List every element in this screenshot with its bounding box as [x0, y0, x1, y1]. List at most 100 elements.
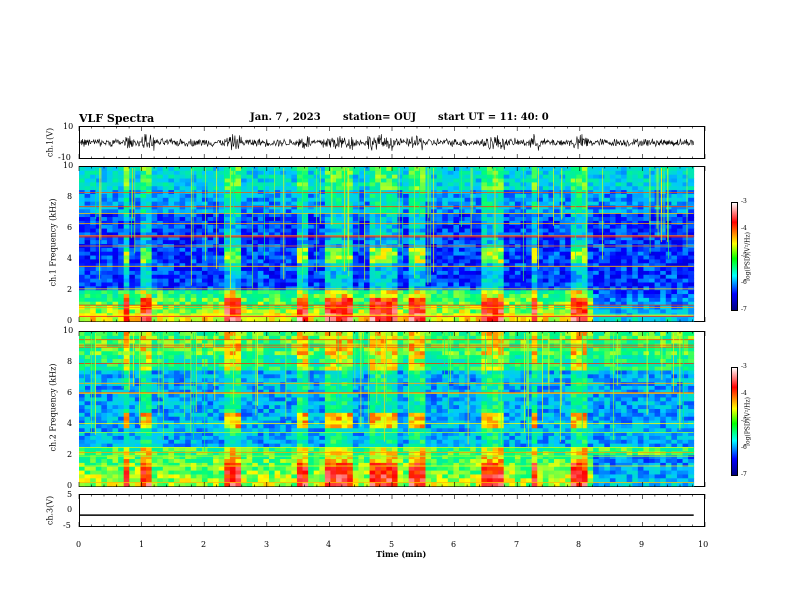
- spectrogram-cell-ch1: [336, 197, 343, 203]
- spectrogram-cell-ch1: [324, 209, 331, 214]
- spectrogram-cell-ch1: [246, 251, 253, 256]
- spectrogram-cell-ch1: [397, 297, 404, 303]
- spectrogram-cell-ch1: [241, 186, 248, 191]
- spectrogram-cell-ch1: [241, 232, 248, 237]
- spectrogram-cell-ch1: [414, 174, 421, 179]
- spectrogram-cell-ch1: [414, 167, 421, 172]
- spectrogram-cell-ch1: [526, 193, 533, 199]
- spectrogram-cell-ch1: [174, 182, 180, 187]
- spectrogram-cell-ch1: [213, 236, 220, 241]
- spectrogram-cell-ch1: [308, 217, 315, 222]
- spectrogram-cell-ch1: [352, 201, 359, 206]
- spectrogram-cell-ch1: [492, 224, 499, 229]
- spectrogram-cell-ch1: [581, 186, 588, 191]
- spectrogram-cell-ch1: [179, 240, 186, 245]
- spectrogram-cell-ch1: [598, 201, 605, 206]
- spectrogram-cell-ch1: [436, 170, 443, 176]
- spectrogram-cell-ch2: [146, 451, 153, 456]
- spectrogram-cell-ch1: [598, 170, 605, 176]
- spectrogram-cell-ch2: [79, 366, 85, 371]
- spectrogram-cell-ch1: [615, 290, 622, 295]
- spectrogram-cell-ch1: [542, 259, 549, 264]
- spectrogram-cell-ch1: [146, 274, 153, 280]
- spectrogram-cell-ch2: [95, 382, 102, 387]
- spectrogram-cell-ch1: [615, 213, 622, 218]
- spectrogram-cell-ch1: [688, 236, 695, 241]
- spectrogram-cell-ch1: [179, 182, 186, 187]
- spectrogram-cell-ch2: [123, 428, 130, 433]
- spectrogram-cell-ch2: [134, 382, 141, 387]
- spectrogram-cell-ch1: [263, 290, 270, 295]
- spectrogram-cell-ch1: [447, 274, 454, 280]
- spectrogram-cell-ch1: [492, 197, 499, 203]
- spectrogram-cell-ch2: [90, 424, 97, 429]
- spectrogram-cell-ch2: [134, 439, 141, 445]
- spectrogram-cell-ch2: [84, 382, 91, 387]
- spectrogram-cell-ch1: [671, 240, 678, 245]
- spectrogram-cell-ch1: [470, 278, 477, 283]
- spectrogram-cell-ch1: [101, 317, 108, 322]
- spectrogram-cell-ch1: [397, 232, 404, 237]
- spectrogram-cell-ch1: [269, 178, 275, 183]
- spectrogram-cell-ch1: [498, 263, 505, 268]
- spectrogram-cell-ch1: [291, 178, 298, 183]
- spectrogram-cell-ch2: [112, 455, 119, 460]
- spectrogram-cell-ch1: [241, 167, 248, 172]
- spectrogram-cell-ch1: [151, 294, 158, 299]
- spectrogram-cell-ch1: [436, 197, 443, 203]
- spectrogram-cell-ch1: [475, 270, 482, 276]
- spectrogram-cell-ch2: [140, 351, 147, 356]
- spectrogram-cell-ch1: [464, 263, 471, 268]
- spectrogram-cell-ch1: [269, 286, 275, 291]
- spectrogram-cell-ch1: [140, 297, 147, 303]
- spectrogram-cell-ch1: [347, 255, 354, 260]
- spectrogram-cell-ch2: [118, 393, 125, 398]
- spectrogram-cell-ch1: [581, 178, 588, 183]
- spectrogram-cell-ch2: [84, 409, 91, 414]
- spectrogram-cell-ch1: [352, 167, 359, 172]
- spectrogram-cell-ch1: [308, 205, 315, 210]
- spectrogram-cell-ch1: [526, 232, 533, 237]
- spectrogram-cell-ch1: [246, 259, 253, 264]
- spectrogram-cell-ch1: [676, 228, 683, 233]
- spectrogram-cell-ch1: [688, 267, 695, 272]
- spectrogram-cell-ch1: [380, 236, 387, 241]
- spectrogram-cell-ch1: [676, 247, 683, 253]
- spectrogram-cell-ch1: [576, 228, 583, 233]
- spectrogram-cell-ch1: [79, 247, 85, 253]
- spectrogram-cell-ch1: [90, 236, 97, 241]
- spectrogram-cell-ch1: [207, 317, 214, 322]
- spectrogram-cell-ch1: [442, 178, 449, 183]
- spectrogram-cell-ch1: [375, 167, 382, 172]
- spectrogram-cell-ch2: [95, 428, 102, 433]
- spectrogram-cell-ch1: [498, 205, 505, 210]
- spectrogram-cell-ch1: [285, 259, 292, 264]
- spectrogram-cell-ch1: [140, 224, 147, 229]
- spectrogram-cell-ch2: [140, 459, 147, 464]
- spectrogram-cell-ch1: [257, 290, 264, 295]
- spectrogram-cell-ch1: [649, 301, 656, 306]
- spectrogram-cell-ch1: [274, 282, 281, 287]
- spectrogram-cell-ch1: [140, 167, 147, 172]
- spectrogram-cell-ch1: [140, 267, 147, 272]
- spectrogram-cell-ch1: [509, 301, 516, 306]
- spectrogram-cell-ch1: [431, 255, 438, 260]
- spectrogram-cell-ch1: [576, 267, 583, 272]
- spectrogram-cell-ch1: [570, 217, 577, 222]
- spectrogram-cell-ch2: [118, 412, 125, 418]
- spectrogram-cell-ch1: [252, 240, 259, 245]
- spectrogram-cell-ch1: [593, 267, 600, 272]
- spectrogram-cell-ch2: [129, 355, 136, 360]
- spectrogram-cell-ch2: [101, 393, 108, 398]
- spectrogram-cell-ch1: [364, 282, 370, 287]
- spectrogram-cell-ch1: [403, 297, 410, 303]
- spectrogram-cell-ch2: [112, 420, 119, 425]
- spectrogram-cell-ch1: [364, 193, 370, 199]
- spectrogram-cell-ch2: [123, 478, 130, 483]
- spectrogram-cell-ch1: [319, 317, 326, 322]
- spectrogram-cell-ch1: [609, 259, 616, 264]
- spectrogram-cell-ch1: [621, 213, 628, 218]
- spectrogram-cell-ch1: [352, 220, 359, 226]
- spectrogram-cell-ch1: [95, 167, 102, 172]
- spectrogram-cell-ch1: [526, 186, 533, 191]
